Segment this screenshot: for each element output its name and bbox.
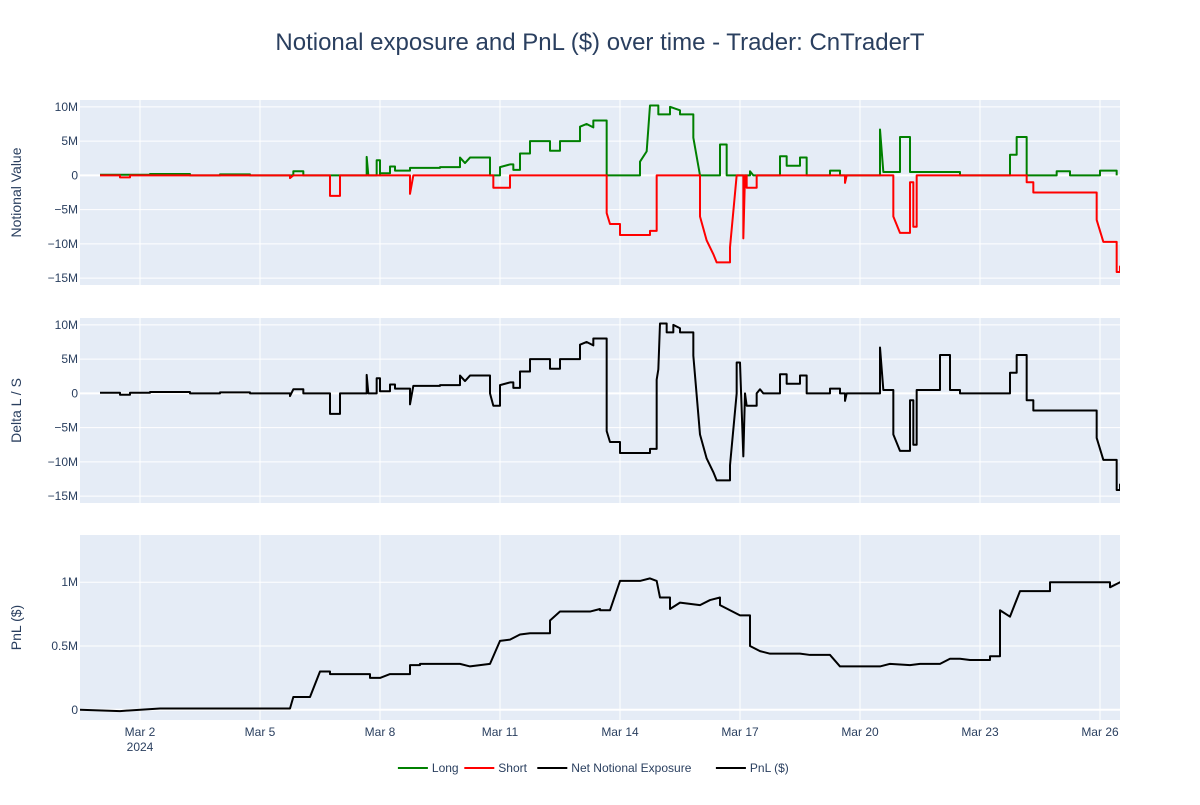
y-tick-label: 0.5M [51,639,78,653]
legend-item-net-notional-exposure[interactable]: Net Notional Exposure [537,761,692,775]
legend-label: PnL ($) [750,761,789,775]
x-tick-label: Mar 5 [245,725,276,739]
x-tick-label: Mar 14 [601,725,639,739]
y-tick-label: 1M [61,575,78,589]
legend-label: Long [432,761,459,775]
plot-area [80,535,1120,720]
x-tick-label: Mar 23 [961,725,999,739]
series-line-short [100,174,1120,273]
y-tick-label: 5M [61,134,78,148]
chart-title: Notional exposure and PnL ($) over time … [275,29,925,56]
y-tick-label: −10M [48,237,78,251]
legend: Long Short Net Notional Exposure PnL ($) [397,761,789,775]
x-tick-label: Mar 8 [365,725,396,739]
series-line-long [100,104,1118,177]
y-tick-label: −15M [48,271,78,285]
plot-area [80,100,1120,285]
x-tick-label: 2024 [127,740,154,754]
x-tick-label: Mar 11 [482,725,519,739]
y-tick-label: 0 [71,168,78,182]
y-tick-label: −15M [48,489,78,503]
y-tick-label: 10M [55,318,78,332]
y-tick-label: −5M [54,421,78,435]
y-tick-label: 0 [71,386,78,400]
subplots: 10M 5M 0 −5M −10M −15M Notional Value 10M 5M 0 −5M… [8,100,1120,754]
y-tick-label: 0 [71,703,78,717]
x-tick-label: Mar 2 [125,725,156,739]
subplot-1: 10M 5M 0 −5M −10M −15M Notional Value [8,100,1120,285]
plot-area [80,318,1120,503]
y-axis-label: Notional Value [8,147,24,237]
y-tick-label: 5M [61,352,78,366]
legend-item-long[interactable]: Long [397,761,459,775]
x-tick-label: Mar 20 [841,725,879,739]
y-tick-label: −5M [54,203,78,217]
y-tick-label: 10M [55,100,78,114]
legend-label: Short [498,761,527,775]
legend-item-short[interactable]: Short [464,761,528,775]
legend-item-pnl[interactable]: PnL ($) [715,761,789,775]
legend-label: Net Notional Exposure [571,761,691,775]
subplot-3: 1M 0.5M 0 PnL ($) [8,535,1120,720]
x-tick-label: Mar 26 [1081,725,1119,739]
y-axis-label: PnL ($) [8,605,24,650]
y-tick-label: −10M [48,455,78,469]
x-tick-label: Mar 17 [721,725,759,739]
subplot-2: 10M 5M 0 −5M −10M −15M Delta L / S [8,318,1120,503]
y-axis-label: Delta L / S [8,378,24,443]
series-line-net-notional-exposure [100,322,1120,491]
series-line-pnl [80,577,1120,713]
